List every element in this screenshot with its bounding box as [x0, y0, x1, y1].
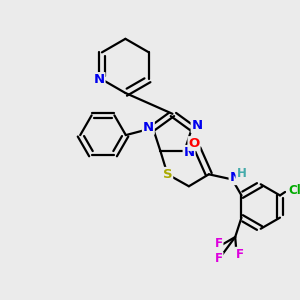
Text: F: F	[236, 248, 244, 261]
Text: F: F	[215, 253, 223, 266]
Text: H: H	[236, 167, 246, 180]
Text: S: S	[163, 168, 172, 181]
Text: Cl: Cl	[288, 184, 300, 197]
Text: N: N	[143, 121, 154, 134]
Text: O: O	[188, 137, 200, 150]
Text: F: F	[215, 237, 223, 250]
Text: N: N	[184, 146, 195, 159]
Text: N: N	[94, 73, 105, 86]
Text: N: N	[191, 119, 203, 132]
Text: N: N	[230, 171, 241, 184]
